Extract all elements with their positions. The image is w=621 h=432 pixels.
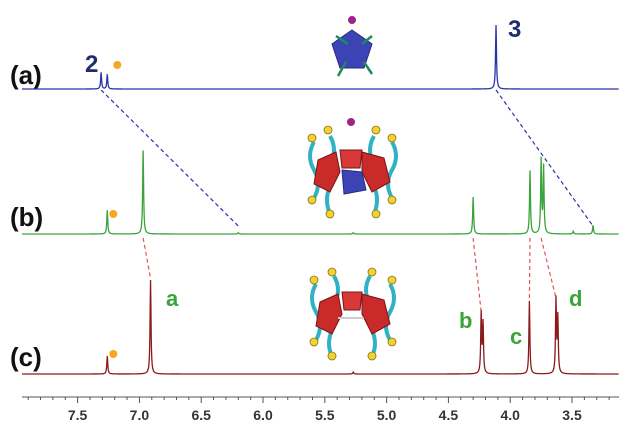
x-axis: 7.5 7.0 6.5 6.0 5.5 5.0 4.5 4.0 3.5 xyxy=(22,396,619,423)
solvent-marker-a xyxy=(113,61,122,69)
x-tick-label: 3.5 xyxy=(562,407,582,423)
x-tick-label: 4.5 xyxy=(439,407,459,423)
spectra xyxy=(22,24,619,375)
x-tick-label: 6.5 xyxy=(191,407,211,423)
x-tick-label: 7.0 xyxy=(130,407,150,423)
panel-label-a: (a) xyxy=(10,60,42,90)
solvent-marker-c xyxy=(109,350,118,358)
spectrum-a xyxy=(22,24,619,90)
peak-label-c: c xyxy=(510,324,522,349)
guest-molecule-icon xyxy=(331,16,374,77)
peak-label-2: 2 xyxy=(85,51,98,78)
spectrum-b xyxy=(22,150,619,235)
peak-label-a: a xyxy=(166,286,179,311)
complex-molecule-icon xyxy=(307,118,398,219)
x-tick-label: 4.0 xyxy=(500,407,520,423)
x-tick-label: 6.0 xyxy=(253,407,273,423)
panel-label-c: (c) xyxy=(10,342,42,372)
correlation-line xyxy=(472,237,482,313)
correlation-lines xyxy=(100,89,594,313)
correlation-line xyxy=(100,89,239,227)
x-tick-label: 7.5 xyxy=(68,407,88,423)
peak-label-3: 3 xyxy=(508,16,521,43)
spectrum-c xyxy=(22,279,619,375)
x-tick-label: 5.0 xyxy=(377,407,397,423)
peak-label-b: b xyxy=(459,308,472,333)
correlation-line xyxy=(540,237,557,299)
peak-label-d: d xyxy=(569,286,582,311)
solvent-markers xyxy=(109,61,122,358)
correlation-line xyxy=(142,237,152,279)
x-tick-label: 5.5 xyxy=(315,407,335,423)
solvent-marker-b xyxy=(109,210,118,218)
panel-label-b: (b) xyxy=(10,202,43,232)
host-molecule-icon xyxy=(309,267,397,361)
correlation-line xyxy=(528,237,531,300)
